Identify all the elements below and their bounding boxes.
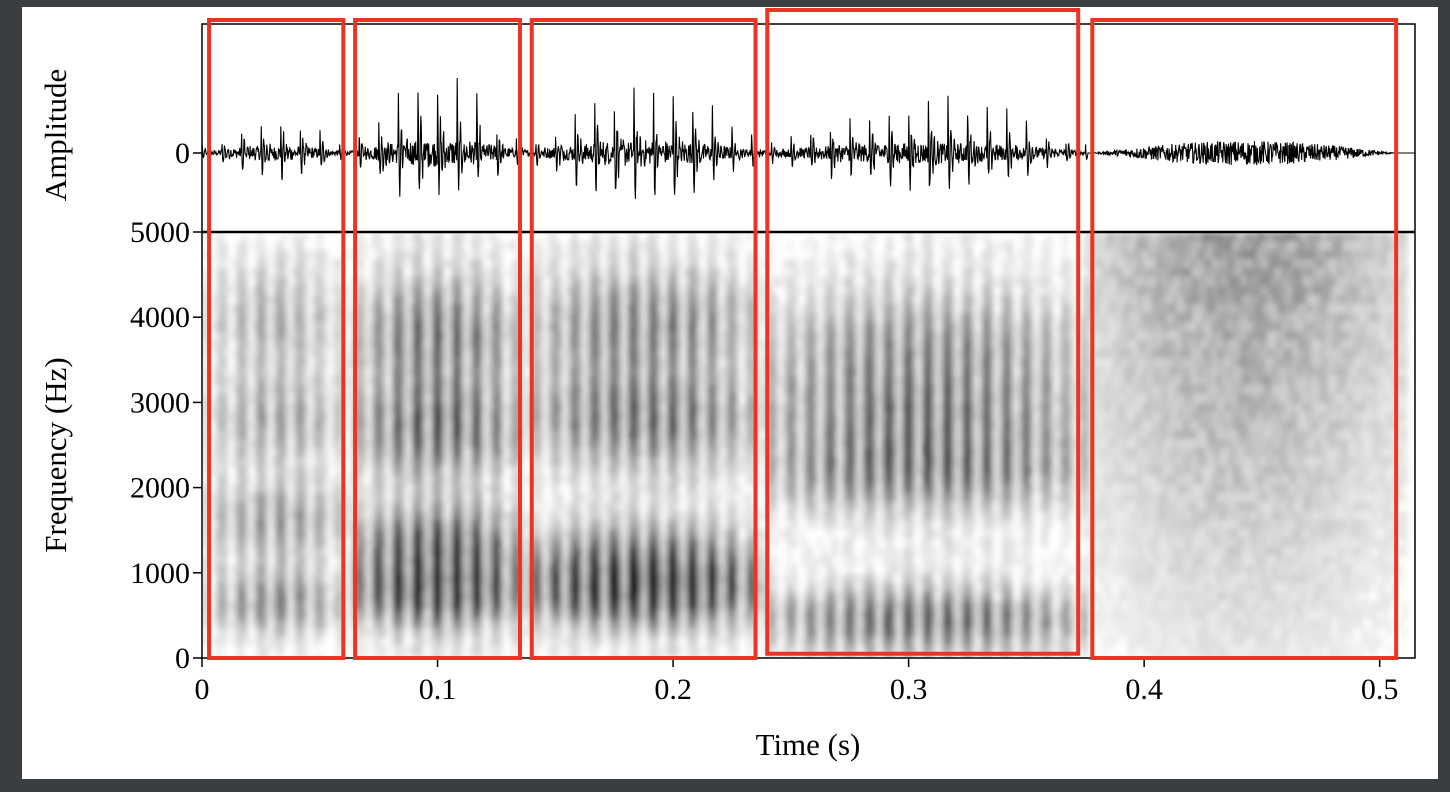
y-tick-label: 5000 [130, 216, 190, 249]
y-tick-label: 3000 [130, 386, 190, 419]
spectrogram-chart: 0 0.1 0.2 0.3 0.4 0.5 0 1000 2000 3000 4000 5000 0 A… [38, 8, 1416, 762]
highlight-box [765, 8, 1081, 656]
x-tick-label: 0.4 [1125, 673, 1163, 706]
waveform-y-tick-label: 0 [175, 137, 190, 170]
x-tick-label: 0.2 [654, 673, 692, 706]
y-tick-label: 1000 [130, 557, 190, 590]
y-tick-label: 2000 [130, 472, 190, 505]
y-tick-label: 4000 [130, 301, 190, 334]
x-tick-label: 0.3 [890, 673, 928, 706]
highlight-boxes [207, 8, 1399, 660]
plot-border [201, 23, 1416, 659]
spectrogram-xlabel: Time (s) [756, 727, 861, 762]
axes: 0 0.1 0.2 0.3 0.4 0.5 0 1000 2000 3000 4000 5000 0 [130, 137, 1398, 706]
y-tick-label: 0 [175, 642, 190, 675]
waveform-trace [201, 77, 1415, 199]
x-tick-label: 0.5 [1361, 673, 1399, 706]
highlight-box [207, 18, 346, 660]
highlight-box [529, 18, 758, 660]
highlight-box [353, 18, 522, 660]
highlight-box [1090, 18, 1399, 660]
plot-frame [201, 23, 1416, 659]
x-tick-label: 0.1 [419, 673, 457, 706]
waveform-panel [201, 77, 1415, 199]
spectrogram-ylabel: Frequency (Hz) [38, 357, 73, 552]
x-tick-label: 0 [195, 673, 210, 706]
figure-panel: 0 0.1 0.2 0.3 0.4 0.5 0 1000 2000 3000 4000 5000 0 A… [22, 7, 1438, 779]
waveform-ylabel: Amplitude [38, 69, 73, 202]
spectrogram-panel [203, 232, 1408, 658]
